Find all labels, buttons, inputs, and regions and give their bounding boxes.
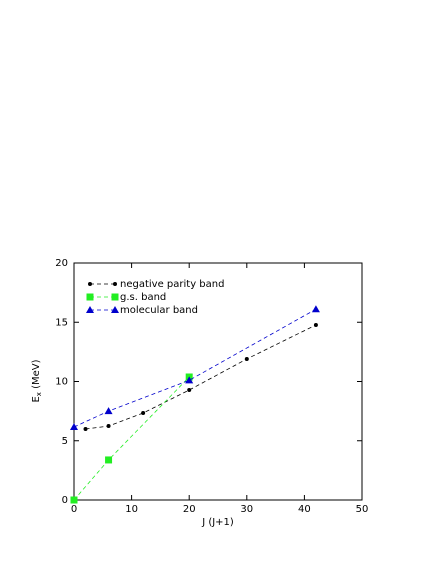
point	[83, 427, 88, 432]
x-tick-label: 50	[356, 504, 369, 515]
point	[185, 376, 194, 384]
y-label-rest: (MeV)	[31, 359, 42, 392]
y-tick-label: 10	[55, 377, 68, 388]
point	[244, 356, 249, 361]
point	[104, 407, 113, 415]
x-tick-label: 10	[125, 504, 138, 515]
legend-marker	[88, 282, 92, 286]
y-label-sub: x	[35, 392, 43, 396]
point	[105, 456, 113, 464]
point	[187, 388, 192, 393]
y-tick-label: 0	[62, 495, 68, 506]
legend-label: molecular band	[120, 305, 198, 316]
x-tick-label: 40	[298, 504, 311, 515]
point	[313, 322, 318, 327]
point	[70, 496, 78, 504]
x-tick-label: 30	[240, 504, 253, 515]
y-tick-label: 5	[62, 436, 68, 447]
legend-marker	[86, 293, 94, 301]
series-line	[73, 308, 317, 428]
legend-marker	[86, 306, 94, 313]
point	[106, 424, 111, 429]
y-label-main: E	[31, 396, 42, 402]
legend-marker	[113, 282, 117, 286]
x-tick-label: 0	[71, 504, 77, 515]
point	[70, 423, 78, 431]
point	[311, 305, 320, 313]
point	[141, 411, 146, 416]
legend-label: negative parity band	[120, 279, 224, 290]
y-tick-label: 20	[55, 258, 68, 269]
series-line	[73, 376, 190, 501]
series-line	[85, 324, 317, 430]
x-tick-label: 20	[183, 504, 196, 515]
x-axis-label: J (J+1)	[201, 517, 234, 528]
legend-label: g.s. band	[120, 292, 166, 303]
legend-marker	[111, 306, 119, 313]
y-tick-label: 15	[55, 317, 68, 328]
y-axis-label: Ex (MeV)	[31, 359, 43, 402]
legend-marker	[111, 293, 119, 301]
